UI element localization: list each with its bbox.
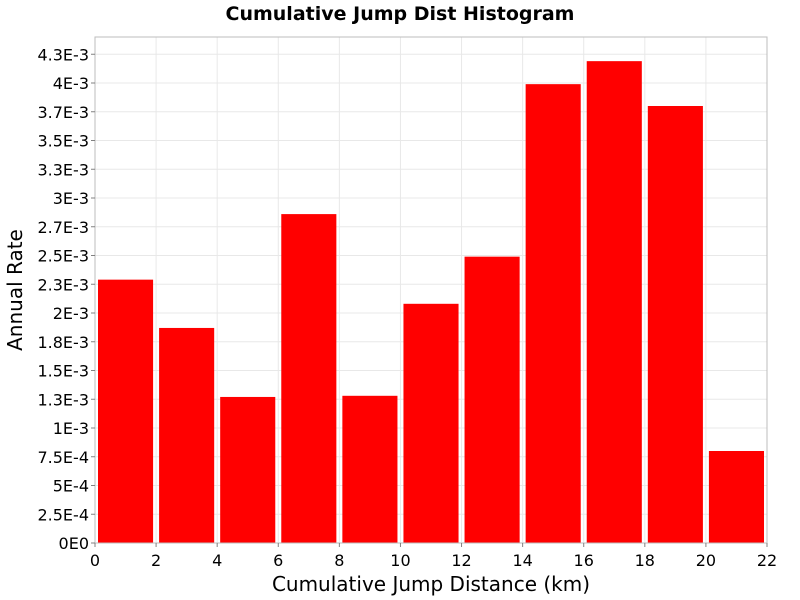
histogram-bar-4	[342, 395, 398, 543]
x-tick-label: 10	[390, 551, 410, 570]
y-tick-label: 7.5E-4	[37, 448, 89, 467]
y-tick-label: 3.3E-3	[37, 160, 89, 179]
x-tick-label: 2	[151, 551, 161, 570]
histogram-bar-6	[464, 256, 520, 543]
x-tick-label: 20	[696, 551, 716, 570]
y-axis-label: Annual Rate	[3, 229, 27, 351]
x-tick-label: 16	[574, 551, 594, 570]
y-tick-label: 2.5E-3	[37, 247, 89, 266]
y-tick-label: 1.5E-3	[37, 362, 89, 381]
plot-frame	[94, 36, 768, 544]
x-axis-label: Cumulative Jump Distance (km)	[272, 572, 590, 596]
histogram-bar-7	[525, 84, 581, 544]
x-tick-label: 14	[512, 551, 532, 570]
y-tick-label: 2E-3	[53, 304, 89, 323]
y-tick-label: 1E-3	[53, 419, 89, 438]
y-tick-label: 3E-3	[53, 189, 89, 208]
y-tick-label: 1.3E-3	[37, 390, 89, 409]
x-tick-label: 12	[451, 551, 471, 570]
histogram-bar-0	[98, 279, 154, 543]
y-axis-ticks: 0E0 2.5E-4 5E-4 7.5E-4 1E-3 1.3E-3 1.5E-3 1.8E-…	[37, 45, 95, 553]
histogram-bar-1	[159, 327, 215, 543]
histogram-bar-8	[586, 61, 642, 544]
chart-title: Cumulative Jump Dist Histogram	[226, 3, 575, 25]
x-tick-label: 8	[334, 551, 344, 570]
y-tick-label: 4.3E-3	[37, 45, 89, 64]
x-tick-label: 22	[757, 551, 777, 570]
x-tick-label: 18	[635, 551, 655, 570]
y-tick-label: 4E-3	[53, 74, 89, 93]
x-axis-ticks: 0 2 4 6 8 10 12 14 16 18 20 22	[90, 543, 777, 570]
histogram-bar-3	[281, 214, 337, 543]
y-tick-label: 3.5E-3	[37, 132, 89, 151]
x-tick-label: 4	[212, 551, 222, 570]
y-tick-label: 2.7E-3	[37, 218, 89, 237]
histogram-bar-2	[220, 396, 276, 543]
x-tick-label: 0	[90, 551, 100, 570]
y-tick-label: 3.7E-3	[37, 103, 89, 122]
y-tick-label: 0E0	[59, 534, 89, 553]
histogram-bar-9	[647, 106, 703, 543]
y-tick-label: 5E-4	[53, 477, 89, 496]
y-tick-label: 2.5E-4	[37, 505, 89, 524]
histogram-bar-10	[708, 451, 764, 543]
bars	[98, 61, 764, 544]
y-tick-label: 1.8E-3	[37, 333, 89, 352]
y-tick-label: 2.3E-3	[37, 275, 89, 294]
histogram-bar-5	[403, 303, 459, 543]
x-tick-label: 6	[273, 551, 283, 570]
